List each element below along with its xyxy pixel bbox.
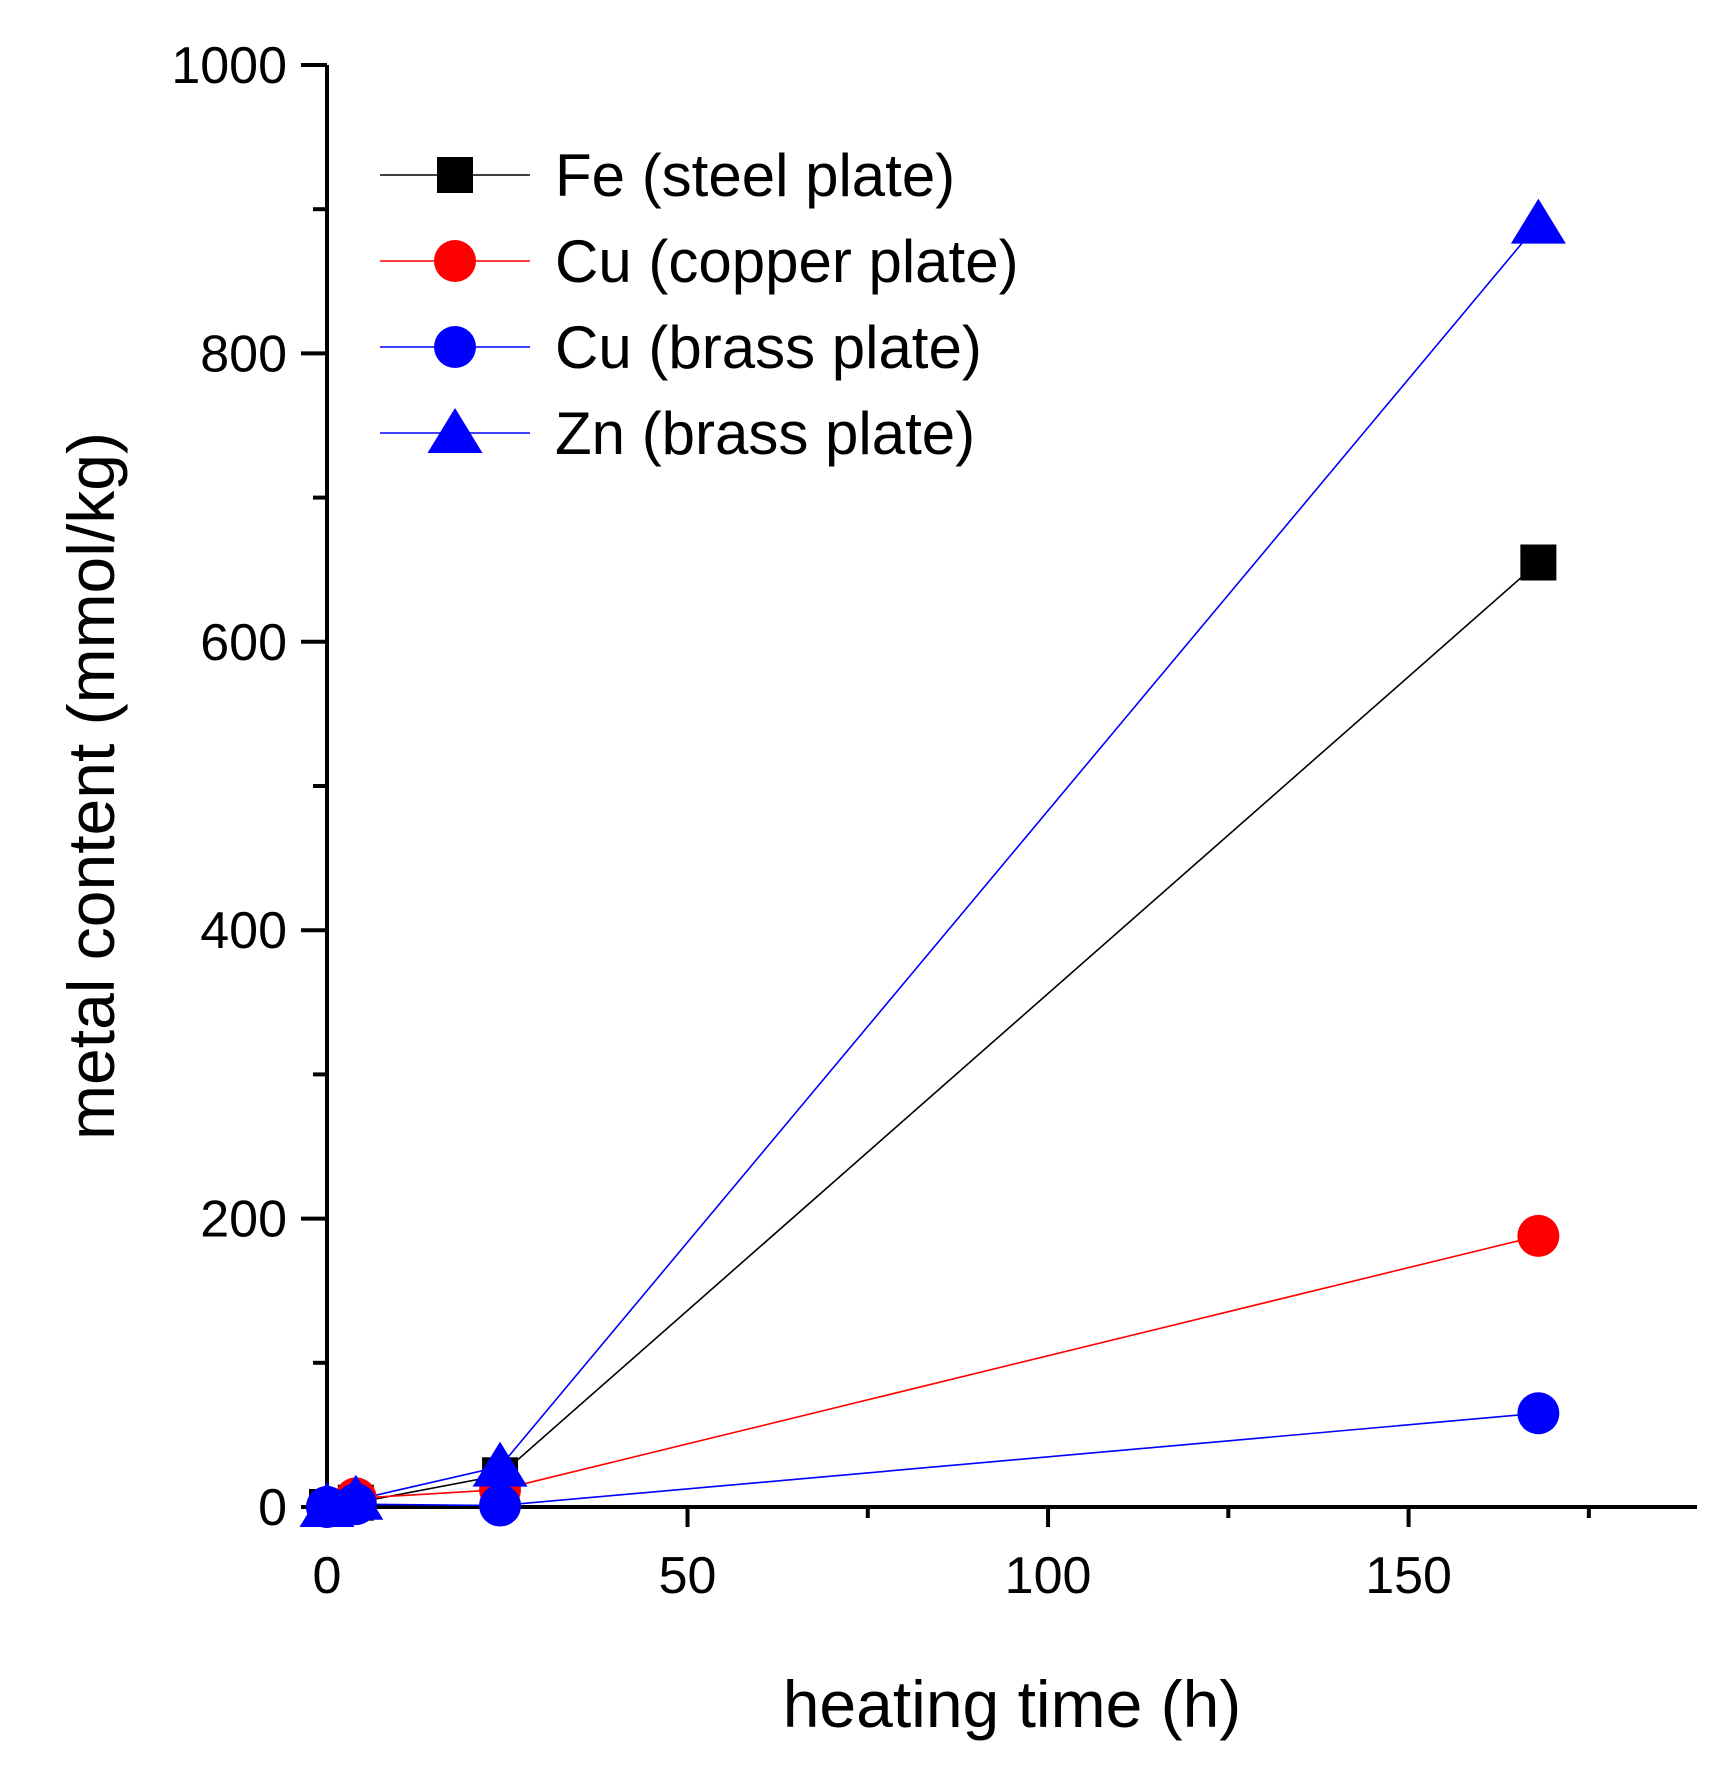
- data-point-3-3: [1510, 198, 1566, 244]
- legend-marker-2: [434, 326, 476, 368]
- series-markers: [299, 198, 1566, 1528]
- series-line-0: [326, 561, 1539, 1508]
- x-axis-title: heating time (h): [783, 1667, 1242, 1741]
- data-point-2-2: [479, 1484, 522, 1527]
- legend-marker-3: [427, 408, 483, 453]
- y-tick-label: 0: [258, 1479, 287, 1537]
- data-point-3-1: [328, 1474, 384, 1520]
- data-point-0-3: [1520, 544, 1557, 581]
- legend-marker-0: [437, 157, 473, 193]
- x-tick-label: 0: [313, 1547, 342, 1605]
- data-point-3-2: [472, 1441, 528, 1487]
- x-tick-label: 150: [1365, 1547, 1452, 1605]
- legend: Fe (steel plate) Cu (copper plate) Cu (bra…: [380, 142, 1019, 467]
- y-axis-title: metal content (mmol/kg): [54, 432, 128, 1140]
- legend-label-3: Zn (brass plate): [555, 400, 975, 467]
- y-tick-label: 600: [200, 614, 287, 672]
- y-tick-label: 200: [200, 1191, 287, 1249]
- legend-marker-1: [434, 240, 476, 282]
- x-tick-label: 50: [659, 1547, 717, 1605]
- legend-label-2: Cu (brass plate): [555, 314, 982, 381]
- data-point-2-3: [1517, 1392, 1560, 1435]
- legend-label-1: Cu (copper plate): [555, 228, 1019, 295]
- y-tick-label: 1000: [171, 37, 287, 95]
- axes: 0 50 100 150 0 200 400 600 800 1000: [171, 37, 1697, 1605]
- y-tick-label: 800: [200, 325, 287, 383]
- data-point-1-3: [1517, 1214, 1560, 1257]
- y-tick-label: 400: [200, 902, 287, 960]
- legend-label-0: Fe (steel plate): [555, 142, 955, 209]
- x-tick-label: 100: [1005, 1547, 1092, 1605]
